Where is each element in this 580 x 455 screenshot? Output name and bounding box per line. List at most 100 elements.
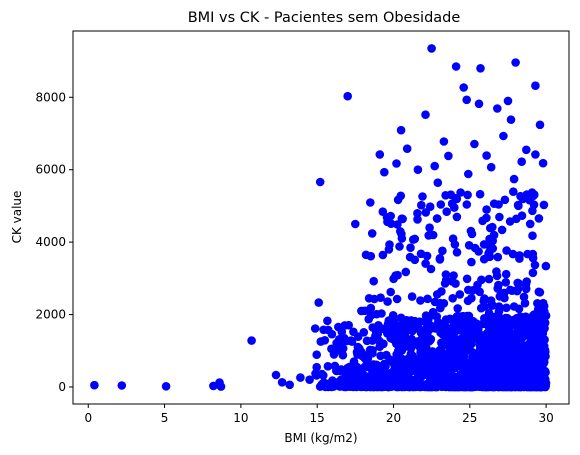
points-layer bbox=[90, 44, 551, 392]
data-point bbox=[216, 382, 226, 391]
data-point bbox=[493, 374, 502, 384]
data-point bbox=[417, 200, 426, 210]
data-point bbox=[364, 314, 374, 324]
data-point bbox=[509, 302, 519, 311]
data-point bbox=[538, 158, 548, 168]
data-point bbox=[396, 313, 406, 323]
data-point bbox=[493, 104, 502, 113]
data-point bbox=[450, 240, 460, 249]
data-point bbox=[513, 200, 523, 210]
data-point bbox=[464, 311, 474, 321]
data-point bbox=[359, 382, 368, 392]
data-point bbox=[469, 366, 479, 376]
data-point bbox=[487, 363, 497, 373]
data-point bbox=[432, 214, 442, 223]
data-point bbox=[397, 354, 407, 364]
data-point bbox=[462, 200, 472, 209]
data-point bbox=[357, 351, 367, 361]
data-point bbox=[317, 379, 327, 389]
data-point bbox=[402, 365, 412, 375]
plot-frame bbox=[72, 30, 570, 405]
data-point bbox=[530, 260, 540, 270]
data-point bbox=[314, 298, 324, 307]
x-tick-label: 0 bbox=[84, 411, 92, 425]
data-point bbox=[486, 346, 496, 356]
data-point bbox=[474, 247, 483, 256]
data-point bbox=[421, 259, 430, 268]
data-point bbox=[339, 381, 349, 391]
data-point bbox=[464, 241, 474, 250]
data-point bbox=[539, 200, 549, 210]
data-point bbox=[517, 211, 527, 220]
data-point bbox=[355, 364, 365, 374]
data-point bbox=[455, 290, 465, 299]
data-point bbox=[353, 342, 363, 352]
data-point bbox=[430, 161, 440, 171]
data-point bbox=[346, 336, 356, 345]
x-tick-label: 30 bbox=[538, 411, 553, 425]
data-point bbox=[435, 253, 445, 263]
data-point bbox=[456, 188, 465, 197]
x-tick-label: 5 bbox=[161, 411, 169, 425]
data-point bbox=[437, 338, 446, 348]
data-point bbox=[378, 207, 388, 216]
data-point bbox=[329, 350, 339, 359]
data-point bbox=[500, 334, 509, 344]
data-point bbox=[384, 245, 394, 254]
data-point bbox=[90, 380, 99, 390]
data-point bbox=[445, 356, 454, 366]
data-point bbox=[475, 189, 485, 199]
data-point bbox=[511, 339, 521, 349]
data-point bbox=[319, 371, 328, 380]
data-point bbox=[529, 310, 539, 319]
data-point bbox=[471, 355, 481, 365]
data-point bbox=[401, 267, 411, 277]
data-point bbox=[474, 99, 484, 109]
data-point bbox=[328, 376, 337, 385]
data-point bbox=[480, 355, 489, 364]
data-point bbox=[372, 381, 381, 390]
data-point bbox=[534, 214, 544, 223]
data-point bbox=[450, 203, 459, 212]
data-point bbox=[512, 313, 522, 323]
data-point bbox=[519, 292, 529, 302]
data-point bbox=[423, 294, 432, 304]
data-point bbox=[463, 296, 473, 306]
data-point bbox=[408, 351, 418, 361]
data-point bbox=[452, 344, 462, 354]
data-point bbox=[462, 95, 472, 105]
data-point bbox=[338, 350, 348, 360]
data-point bbox=[454, 335, 464, 345]
data-point bbox=[486, 223, 495, 233]
data-point bbox=[315, 177, 325, 187]
data-point bbox=[499, 131, 508, 141]
data-point bbox=[448, 294, 458, 303]
data-point bbox=[520, 298, 530, 308]
data-point bbox=[431, 366, 440, 376]
data-point bbox=[277, 378, 287, 387]
data-point bbox=[525, 365, 535, 375]
data-point bbox=[451, 279, 460, 288]
data-point bbox=[343, 91, 353, 101]
data-point bbox=[422, 319, 431, 329]
data-point bbox=[418, 336, 428, 345]
data-point bbox=[509, 187, 518, 196]
data-point bbox=[532, 320, 541, 330]
data-point bbox=[512, 286, 522, 296]
data-point bbox=[499, 344, 508, 354]
data-point bbox=[531, 81, 540, 90]
data-point bbox=[430, 297, 440, 307]
data-point bbox=[413, 209, 422, 218]
data-point bbox=[323, 325, 333, 335]
data-point bbox=[482, 151, 491, 160]
data-point bbox=[393, 195, 403, 205]
data-point bbox=[388, 333, 397, 342]
data-point bbox=[416, 326, 426, 336]
data-point bbox=[518, 351, 527, 361]
data-point bbox=[442, 380, 451, 389]
data-point bbox=[413, 215, 422, 224]
data-point bbox=[509, 174, 519, 184]
data-point bbox=[520, 381, 530, 390]
data-point bbox=[530, 376, 540, 386]
data-point bbox=[418, 192, 427, 201]
